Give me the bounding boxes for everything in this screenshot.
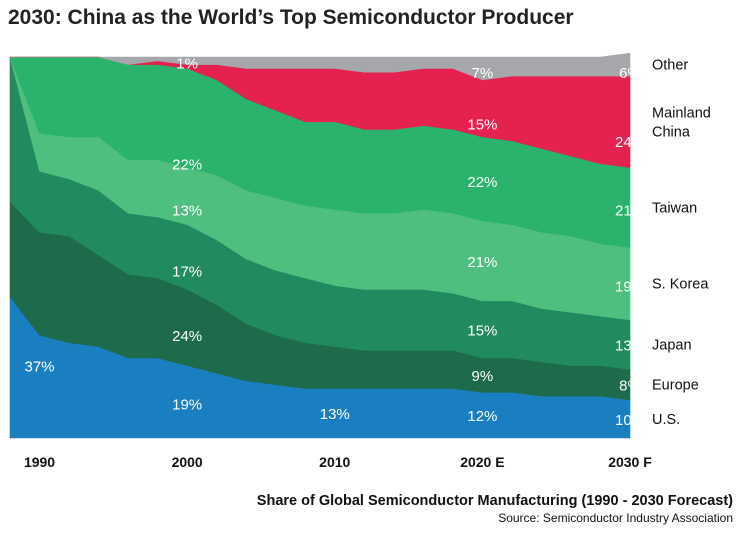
data-label-u-s: 12% bbox=[467, 408, 497, 425]
legend-other: Other bbox=[652, 58, 688, 74]
data-label-taiwan: 22% bbox=[467, 174, 497, 191]
data-label-mainland-china: 22% bbox=[172, 157, 202, 174]
data-label-taiwan: 21% bbox=[615, 202, 645, 219]
legend-u-s: U.S. bbox=[652, 412, 680, 428]
x-tick-label: 2020 E bbox=[460, 454, 504, 470]
data-label-taiwan: 13% bbox=[172, 202, 202, 219]
data-label-s-korea: 19% bbox=[615, 279, 645, 296]
chart-subtitle: Share of Global Semiconductor Manufactur… bbox=[256, 493, 733, 509]
legend-taiwan: Taiwan bbox=[652, 200, 697, 216]
data-label-other: 1% bbox=[176, 56, 198, 73]
data-label-s-korea: 21% bbox=[467, 254, 497, 271]
data-label-u-s: 37% bbox=[25, 359, 55, 376]
data-label-u-s: 13% bbox=[320, 406, 350, 423]
legend-mainland-china: Mainland China bbox=[652, 105, 711, 140]
data-label-europe: 9% bbox=[472, 368, 494, 385]
chart-source: Source: Semiconductor Industry Associati… bbox=[498, 511, 733, 525]
legend-japan: Japan bbox=[652, 338, 692, 354]
x-tick-label: 2010 bbox=[319, 454, 350, 470]
x-tick-label: 2000 bbox=[172, 454, 203, 470]
page-title: 2030: China as the World’s Top Semicondu… bbox=[8, 6, 574, 29]
data-label-other: 7% bbox=[472, 65, 494, 82]
chart-caption: Share of Global Semiconductor Manufactur… bbox=[257, 492, 733, 526]
data-label-s-korea: 17% bbox=[172, 263, 202, 280]
data-label-europe: 8% bbox=[619, 378, 641, 395]
x-tick-label: 1990 bbox=[24, 454, 55, 470]
legend-s-korea: S. Korea bbox=[652, 277, 709, 293]
data-label-japan: 13% bbox=[615, 338, 645, 355]
data-label-u-s: 10% bbox=[615, 412, 645, 429]
data-label-japan: 15% bbox=[467, 322, 497, 339]
data-label-mainland-china: 15% bbox=[467, 117, 497, 134]
area-other bbox=[10, 52, 631, 81]
x-tick-label: 2030 F bbox=[608, 454, 652, 470]
legend-europe: Europe bbox=[652, 378, 699, 394]
data-label-japan: 24% bbox=[172, 328, 202, 345]
data-label-other: 6% bbox=[619, 65, 641, 82]
data-label-u-s: 19% bbox=[172, 397, 202, 414]
data-label-mainland-china: 24% bbox=[615, 134, 645, 151]
